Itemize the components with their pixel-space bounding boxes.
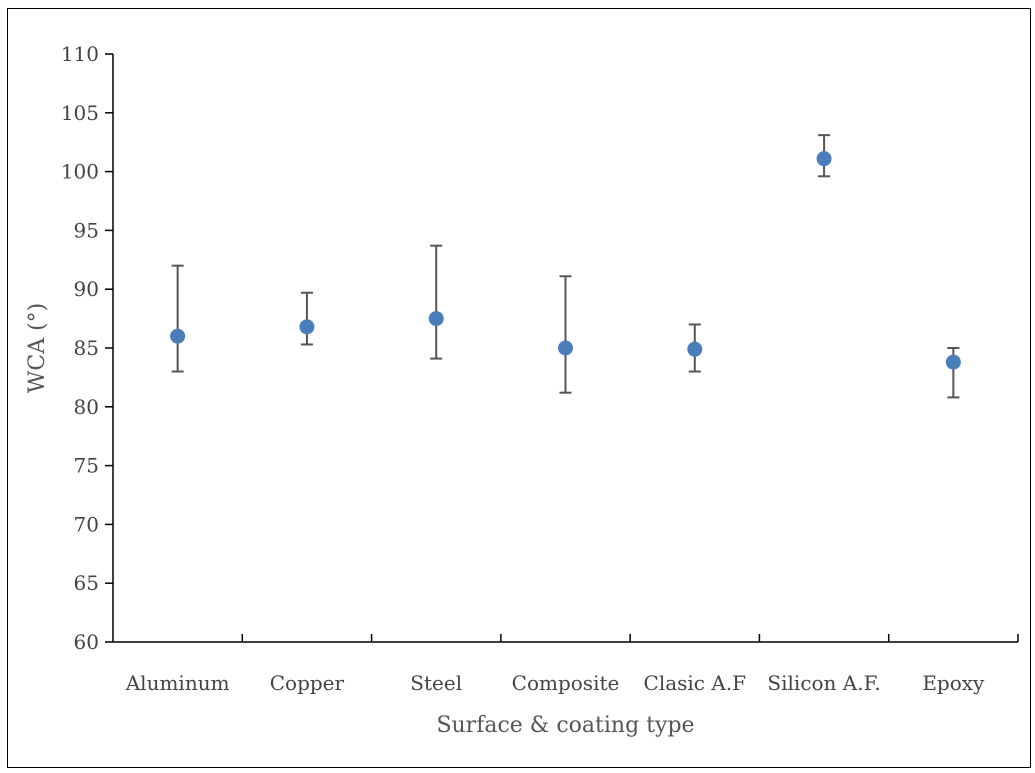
data-point xyxy=(558,340,573,356)
data-point xyxy=(945,354,961,370)
data-point xyxy=(687,341,703,357)
data-point xyxy=(816,151,832,167)
y-tick-label: 95 xyxy=(74,218,99,242)
x-tick-label: Copper xyxy=(270,671,345,695)
y-tick-label: 65 xyxy=(74,571,99,595)
y-tick-label: 85 xyxy=(74,336,99,360)
x-tick-label: Aluminum xyxy=(125,671,230,695)
x-tick-label: Epoxy xyxy=(922,671,985,695)
x-tick-label: Composite xyxy=(512,671,620,695)
y-axis-title: WCA (°) xyxy=(25,303,50,394)
data-point xyxy=(428,311,444,327)
x-tick-label: Clasic A.F xyxy=(644,671,747,695)
y-tick-label: 80 xyxy=(74,395,99,419)
y-tick-label: 110 xyxy=(61,42,99,66)
data-point xyxy=(299,319,315,335)
y-tick-label: 105 xyxy=(61,101,99,125)
y-tick-label: 70 xyxy=(74,512,99,536)
x-axis-title: Surface & coating type xyxy=(436,713,694,738)
y-tick-label: 75 xyxy=(74,454,99,478)
y-tick-label: 100 xyxy=(61,160,99,184)
x-tick-label: Silicon A.F. xyxy=(767,671,880,695)
data-point xyxy=(170,328,186,344)
y-tick-label: 60 xyxy=(74,630,99,654)
y-tick-label: 90 xyxy=(74,277,99,301)
x-tick-label: Steel xyxy=(410,671,462,695)
